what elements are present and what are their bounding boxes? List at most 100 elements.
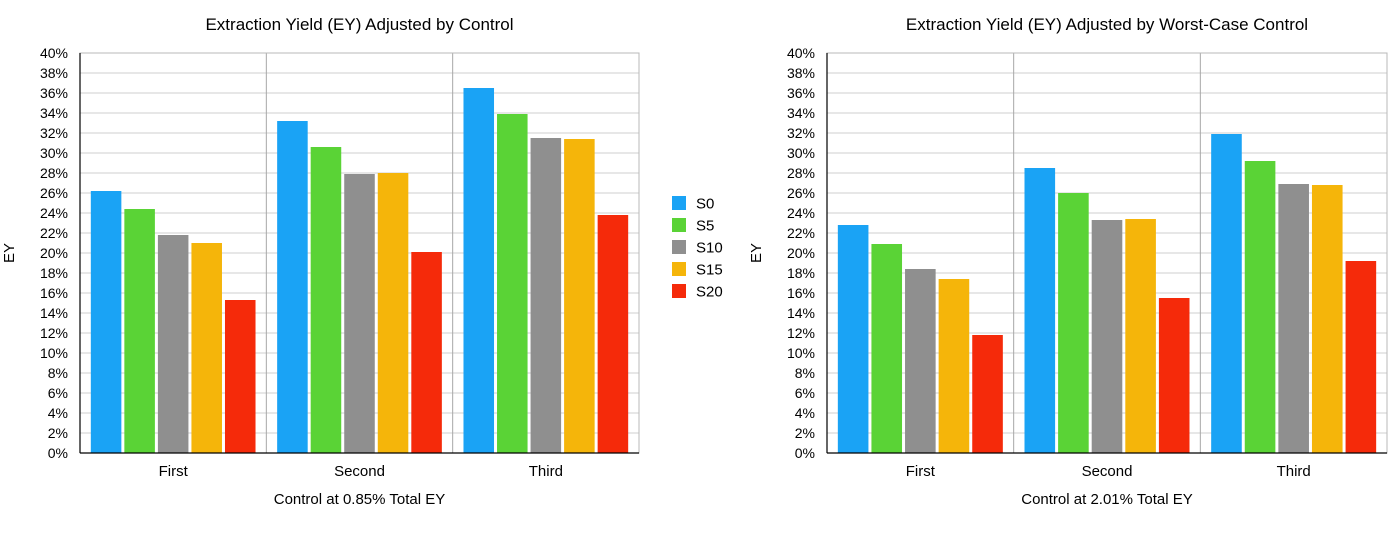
- x-axis-label: Control at 0.85% Total EY: [274, 491, 446, 508]
- y-tick-label: 28%: [40, 165, 68, 181]
- bars: [90, 88, 629, 453]
- legend-item: S5: [672, 218, 714, 235]
- bar-s15-first: [191, 243, 222, 453]
- chart-right: Extraction Yield (EY) Adjusted by Worst-…: [748, 15, 1388, 508]
- y-tick-label: 2%: [795, 425, 815, 441]
- legend-label: S0: [696, 196, 714, 213]
- y-tick-label: 34%: [40, 105, 68, 121]
- legend-swatch: [672, 284, 686, 298]
- y-axis-label: EY: [748, 243, 765, 263]
- bar-s0-third: [463, 88, 495, 453]
- bar-s15-third: [564, 139, 595, 453]
- x-axis-label: Control at 2.01% Total EY: [1021, 491, 1193, 508]
- bar-s10-first: [157, 235, 189, 453]
- y-tick-label: 10%: [787, 345, 815, 361]
- legend-item: S10: [672, 240, 723, 257]
- y-tick-label: 32%: [40, 125, 68, 141]
- y-tick-label: 8%: [48, 365, 68, 381]
- bar-s0-second: [277, 121, 308, 453]
- legend-label: S5: [696, 218, 714, 235]
- legend-item: S0: [672, 196, 714, 213]
- y-tick-label: 34%: [787, 105, 815, 121]
- x-tick-label: Second: [1082, 463, 1133, 480]
- y-tick-label: 28%: [787, 165, 815, 181]
- y-axis-ticks: 0% 2% 4% 6% 8% 10% 12% 14% 16% 18% 20% 22% 24% 26% 28%…: [787, 45, 815, 461]
- y-tick-label: 24%: [40, 205, 68, 221]
- y-tick-label: 22%: [40, 225, 68, 241]
- y-tick-label: 38%: [40, 65, 68, 81]
- x-axis-ticks: First Second Third: [159, 463, 563, 480]
- y-tick-label: 20%: [40, 245, 68, 261]
- legend: S0 S5 S10 S15 S20: [672, 196, 723, 301]
- x-tick-label: Second: [334, 463, 385, 480]
- y-tick-label: 12%: [40, 325, 68, 341]
- y-tick-label: 18%: [787, 265, 815, 281]
- legend-label: S20: [696, 284, 723, 301]
- x-tick-label: First: [159, 463, 189, 480]
- bar-s20-second: [411, 252, 442, 453]
- bar-s5-third: [1244, 161, 1276, 453]
- x-tick-label: Third: [529, 463, 563, 480]
- bar-s10-second: [344, 174, 375, 453]
- bars: [837, 134, 1377, 453]
- y-tick-label: 6%: [48, 385, 68, 401]
- legend-swatch: [672, 240, 686, 254]
- legend-label: S15: [696, 262, 723, 279]
- y-tick-label: 36%: [787, 85, 815, 101]
- legend-item: S20: [672, 284, 723, 301]
- bar-s0-first: [837, 225, 869, 453]
- y-tick-label: 40%: [40, 45, 68, 61]
- bar-s20-second: [1158, 298, 1190, 453]
- chart-title: Extraction Yield (EY) Adjusted by Worst-…: [906, 15, 1308, 34]
- y-tick-label: 36%: [40, 85, 68, 101]
- bar-s20-first: [972, 335, 1003, 453]
- bar-s20-third: [597, 215, 629, 453]
- y-tick-label: 10%: [40, 345, 68, 361]
- y-tick-label: 38%: [787, 65, 815, 81]
- y-tick-label: 2%: [48, 425, 68, 441]
- bar-s5-first: [124, 209, 155, 453]
- x-tick-label: Third: [1277, 463, 1311, 480]
- x-tick-label: First: [906, 463, 936, 480]
- bar-s10-third: [1278, 184, 1309, 453]
- bar-s20-first: [224, 300, 256, 453]
- y-tick-label: 14%: [787, 305, 815, 321]
- bar-s0-first: [90, 191, 122, 453]
- y-tick-label: 4%: [48, 405, 68, 421]
- bar-s5-second: [1058, 193, 1089, 453]
- legend-swatch: [672, 262, 686, 276]
- y-axis-ticks: 0% 2% 4% 6% 8% 10% 12% 14% 16% 18% 20% 22% 24% 26% 28%…: [40, 45, 68, 461]
- chart-title: Extraction Yield (EY) Adjusted by Contro…: [205, 15, 513, 34]
- y-tick-label: 4%: [795, 405, 815, 421]
- y-tick-label: 20%: [787, 245, 815, 261]
- bar-s0-second: [1024, 168, 1056, 453]
- y-tick-label: 18%: [40, 265, 68, 281]
- legend-swatch: [672, 218, 686, 232]
- x-axis-ticks: First Second Third: [906, 463, 1311, 480]
- y-tick-label: 14%: [40, 305, 68, 321]
- bar-s10-second: [1091, 220, 1123, 453]
- bar-s5-second: [310, 147, 342, 453]
- bar-s15-second: [1125, 219, 1156, 453]
- y-tick-label: 26%: [40, 185, 68, 201]
- y-tick-label: 22%: [787, 225, 815, 241]
- bar-s10-third: [530, 138, 562, 453]
- chart-left: Extraction Yield (EY) Adjusted by Contro…: [1, 15, 640, 508]
- y-tick-label: 0%: [48, 445, 68, 461]
- bar-s5-third: [497, 114, 528, 453]
- bar-s15-second: [377, 173, 409, 453]
- y-tick-label: 40%: [787, 45, 815, 61]
- legend-swatch: [672, 196, 686, 210]
- y-tick-label: 16%: [787, 285, 815, 301]
- y-tick-label: 24%: [787, 205, 815, 221]
- legend-item: S15: [672, 262, 723, 279]
- bar-s5-first: [871, 244, 903, 453]
- y-tick-label: 8%: [795, 365, 815, 381]
- y-axis-label: EY: [1, 243, 18, 263]
- y-tick-label: 32%: [787, 125, 815, 141]
- bar-s20-third: [1345, 261, 1377, 453]
- bar-s0-third: [1211, 134, 1242, 453]
- legend-label: S10: [696, 240, 723, 257]
